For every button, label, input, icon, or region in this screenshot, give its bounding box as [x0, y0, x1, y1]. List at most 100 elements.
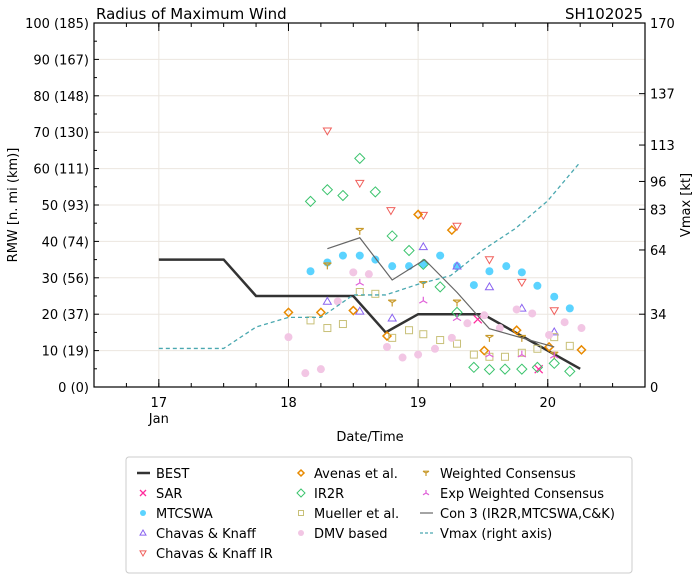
- legend-item-weighted-consensus: Weighted Consensus: [422, 467, 576, 482]
- weighted-consensus-point: [485, 334, 494, 342]
- ir2r-point: [516, 363, 528, 375]
- mtcswa-point: [550, 292, 559, 301]
- weighted-consensus-point: [387, 299, 397, 307]
- legend: BEST SAR MTCSWA Chavas & Knaff Chavas & Knaf…: [137, 467, 615, 562]
- dmv-based-point: [545, 330, 554, 339]
- ir2r-point: [564, 365, 576, 378]
- grid: [94, 22, 645, 388]
- dmv-based-point: [364, 270, 373, 279]
- chavas-knaff-ir-point: [322, 127, 333, 136]
- mueller-et-al-point: [469, 350, 478, 359]
- y-tick-label: 70 (130): [33, 126, 89, 141]
- best-line: [158, 258, 581, 370]
- legend-label: Weighted Consensus: [440, 467, 576, 482]
- y-right-tick-label: 170: [650, 17, 675, 32]
- avenas-et-al-point: [283, 307, 294, 318]
- y-tick-label: 20 (37): [42, 308, 89, 323]
- legend-swatch: [139, 529, 147, 536]
- chavas-knaff-point: [322, 296, 333, 305]
- legend-label: Exp Weighted Consensus: [440, 487, 604, 502]
- exp-weighted-consensus-point: [485, 350, 494, 358]
- mueller-et-al-point: [533, 344, 542, 353]
- x-axis-label: Date/Time: [336, 430, 403, 445]
- avenas-et-al-point: [544, 341, 555, 353]
- dmv-based-point: [301, 369, 310, 378]
- sar-point: [473, 314, 483, 324]
- weighted-consensus-point: [517, 334, 527, 342]
- legend-item-best: BEST: [137, 467, 189, 482]
- mueller-et-al-point: [517, 348, 526, 357]
- y-right-tick-label: 96: [650, 175, 667, 190]
- con-3-ir2r-mtcswa-c-k-line: [327, 237, 555, 348]
- series-ir2r: [304, 152, 576, 378]
- legend-label: Chavas & Knaff: [156, 527, 257, 542]
- legend-item-ir2r: IR2R: [296, 487, 344, 502]
- weighted-consensus-point: [323, 262, 332, 270]
- mtcswa-point: [533, 281, 542, 290]
- legend-label: Vmax (right axis): [440, 527, 552, 542]
- ir2r-point: [499, 363, 511, 375]
- ir2r-point: [548, 357, 560, 370]
- ir2r-point: [337, 189, 349, 202]
- ir2r-point: [468, 361, 480, 374]
- mtcswa-point: [338, 251, 347, 260]
- y-tick-label: 0 (0): [58, 381, 89, 396]
- y-right-tick-label: 0: [650, 381, 658, 396]
- legend-label: Mueller et al.: [314, 507, 399, 522]
- mtcswa-point: [436, 251, 445, 260]
- chavas-knaff-ir-point: [516, 278, 527, 288]
- x-tick-label: 19: [410, 396, 427, 411]
- chavas-knaff-ir-point: [386, 207, 396, 216]
- chavas-knaff-point: [387, 313, 398, 322]
- dmv-based-point: [463, 319, 472, 328]
- legend-swatch: [422, 490, 430, 496]
- series-mueller-et-al: [306, 287, 574, 361]
- y-axis-right-label: Vmax [kt]: [679, 173, 694, 237]
- exp-weighted-consensus-point: [418, 296, 428, 304]
- legend-item-sar: SAR: [139, 487, 182, 502]
- mtcswa-point: [485, 267, 494, 276]
- series-sar: [473, 314, 544, 374]
- y-tick-label: 30 (56): [42, 272, 89, 287]
- weighted-consensus-point: [418, 280, 428, 288]
- mueller-et-al-point: [388, 333, 397, 342]
- avenas-et-al-point: [413, 209, 424, 220]
- series-exp-weighted-consensus: [355, 278, 559, 359]
- dmv-based-point: [560, 318, 569, 327]
- dmv-based-point: [284, 333, 293, 342]
- chavas-knaff-point: [484, 281, 495, 291]
- mueller-et-al-point: [565, 341, 574, 350]
- axes: 0 (0) 10 (19) 20 (37) 30 (56) 40 (74) 50 (93)…: [25, 17, 675, 427]
- legend-swatch: [422, 470, 430, 476]
- legend-label: Con 3 (IR2R,MTCSWA,C&K): [440, 507, 615, 522]
- series-best: [158, 258, 581, 370]
- mueller-et-al-point: [371, 289, 380, 298]
- avenas-et-al-point: [446, 225, 457, 236]
- y-tick-label: 10 (19): [42, 345, 89, 360]
- weighted-consensus-point: [549, 351, 559, 359]
- ir2r-point: [321, 184, 334, 196]
- legend-swatch: [298, 530, 304, 536]
- legend-label: Chavas & Knaff IR: [156, 547, 273, 562]
- series-avenas-et-al: [283, 209, 587, 356]
- series-chavas-knaff: [322, 241, 560, 336]
- mueller-et-al-point: [500, 352, 509, 361]
- weighted-consensus-point: [355, 227, 365, 235]
- legend-item-avenas-et-al: Avenas et al.: [296, 467, 398, 482]
- mueller-et-al-point: [419, 330, 428, 339]
- legend-swatch: [296, 468, 306, 478]
- mtcswa-point: [469, 281, 478, 290]
- y-right-tick-label: 34: [650, 308, 667, 323]
- mueller-et-al-point: [323, 324, 332, 333]
- exp-weighted-consensus-point: [355, 278, 365, 286]
- dmv-based-point: [447, 333, 456, 342]
- legend-item-con-3-ir2r-mtcswa-c-k: Con 3 (IR2R,MTCSWA,C&K): [420, 507, 615, 522]
- y-right-tick-label: 64: [650, 244, 667, 259]
- chart-title: Radius of Maximum Wind: [96, 5, 287, 23]
- legend-label: DMV based: [314, 527, 388, 542]
- ir2r-point: [483, 363, 496, 376]
- legend-label: MTCSWA: [156, 507, 213, 522]
- legend-label: Avenas et al.: [314, 467, 398, 482]
- y-axis-label: RMW [n. mi (km)]: [6, 148, 21, 263]
- chavas-knaff-ir-point: [452, 222, 462, 232]
